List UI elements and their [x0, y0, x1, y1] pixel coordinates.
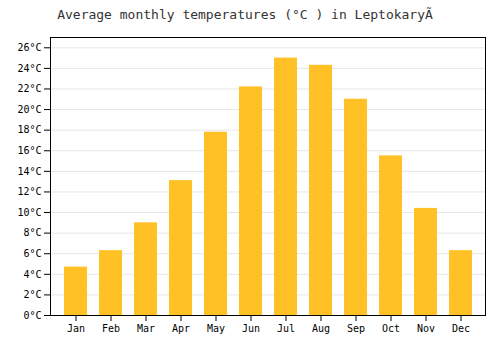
svg-text:Nov: Nov	[417, 323, 435, 334]
svg-text:22°C: 22°C	[17, 83, 41, 94]
svg-text:16°C: 16°C	[17, 145, 41, 156]
svg-text:12°C: 12°C	[17, 186, 41, 197]
svg-text:Jun: Jun	[242, 323, 260, 334]
svg-text:May: May	[207, 323, 225, 334]
svg-text:Apr: Apr	[172, 323, 190, 334]
svg-text:18°C: 18°C	[17, 124, 41, 135]
svg-text:0°C: 0°C	[23, 310, 41, 321]
svg-text:Feb: Feb	[102, 323, 120, 334]
svg-text:Dec: Dec	[452, 323, 470, 334]
svg-text:4°C: 4°C	[23, 269, 41, 280]
svg-text:Sep: Sep	[347, 323, 365, 334]
svg-text:26°C: 26°C	[17, 42, 41, 53]
svg-text:24°C: 24°C	[17, 63, 41, 74]
svg-text:10°C: 10°C	[17, 207, 41, 218]
svg-text:Jul: Jul	[277, 323, 295, 334]
svg-text:Jan: Jan	[67, 323, 85, 334]
svg-text:2°C: 2°C	[23, 289, 41, 300]
svg-text:14°C: 14°C	[17, 166, 41, 177]
svg-text:8°C: 8°C	[23, 227, 41, 238]
svg-text:Oct: Oct	[382, 323, 400, 334]
svg-text:20°C: 20°C	[17, 104, 41, 115]
svg-text:6°C: 6°C	[23, 248, 41, 259]
html-text:Average monthly temperatures (: Average monthly temperatures (°C ) in Le…	[57, 7, 443, 22]
svg-text:Mar: Mar	[137, 323, 155, 334]
svg-text:Aug: Aug	[312, 323, 330, 334]
